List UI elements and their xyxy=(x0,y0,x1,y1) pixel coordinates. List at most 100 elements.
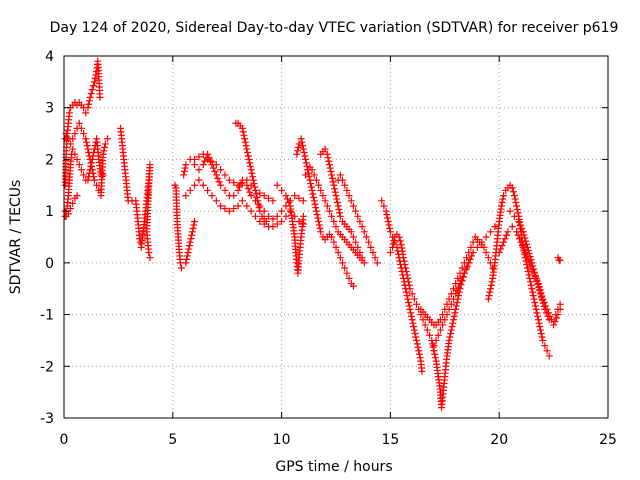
data-point xyxy=(486,288,494,296)
data-point xyxy=(86,93,94,101)
data-point xyxy=(536,323,544,331)
series-trace-q xyxy=(386,230,473,412)
data-point xyxy=(556,305,564,313)
data-point xyxy=(208,158,216,166)
data-point xyxy=(423,326,431,334)
data-point xyxy=(396,237,404,245)
series-trace-e xyxy=(117,124,154,262)
data-point xyxy=(312,204,320,212)
data-point xyxy=(75,161,83,169)
data-point xyxy=(182,192,190,200)
data-point xyxy=(463,254,471,262)
data-point xyxy=(330,238,338,246)
data-point xyxy=(526,274,534,282)
data-point xyxy=(329,178,337,186)
data-point xyxy=(244,152,252,160)
data-point xyxy=(73,192,81,200)
data-point xyxy=(248,169,256,177)
data-point xyxy=(180,167,188,175)
data-point xyxy=(527,256,535,264)
data-point xyxy=(518,242,526,250)
data-point xyxy=(254,197,262,205)
data-point xyxy=(410,323,418,331)
data-point xyxy=(434,331,442,339)
data-point xyxy=(532,305,540,313)
data-point xyxy=(245,155,253,163)
data-point xyxy=(522,237,530,245)
data-point xyxy=(487,281,495,289)
data-point xyxy=(545,352,553,360)
data-point xyxy=(467,243,475,251)
data-point xyxy=(325,157,333,165)
data-point xyxy=(312,207,320,215)
data-point xyxy=(77,166,85,174)
data-point xyxy=(530,268,538,276)
data-point xyxy=(215,178,223,186)
data-point xyxy=(291,192,299,200)
data-point xyxy=(466,255,474,263)
y-tick-label: 4 xyxy=(45,49,54,65)
data-point xyxy=(513,205,521,213)
data-point xyxy=(354,243,362,251)
data-point xyxy=(328,171,336,179)
data-point xyxy=(185,242,193,250)
data-point xyxy=(313,211,321,219)
data-point xyxy=(84,104,92,112)
data-point xyxy=(550,321,558,329)
data-point xyxy=(269,197,277,205)
data-point xyxy=(243,202,251,210)
x-tick-label: 0 xyxy=(60,432,69,448)
data-point xyxy=(315,181,323,189)
data-point xyxy=(85,100,93,108)
series-trace-p xyxy=(378,197,426,375)
data-point xyxy=(517,238,525,246)
data-point xyxy=(339,176,347,184)
data-point xyxy=(243,176,251,184)
data-point xyxy=(402,264,410,272)
data-point xyxy=(186,186,194,194)
data-point xyxy=(500,238,508,246)
data-point xyxy=(249,173,257,181)
data-point xyxy=(530,295,538,303)
data-point xyxy=(482,249,490,257)
data-point xyxy=(432,336,440,344)
data-point xyxy=(485,292,493,300)
data-point xyxy=(182,161,190,169)
data-point xyxy=(67,140,75,148)
data-point xyxy=(415,350,423,358)
data-point xyxy=(535,319,543,327)
data-point xyxy=(528,259,536,267)
data-point xyxy=(328,212,336,220)
data-point xyxy=(551,317,559,325)
grid xyxy=(64,56,608,418)
chart-title: Day 124 of 2020, Sidereal Day-to-day VTE… xyxy=(50,20,619,36)
data-point xyxy=(85,152,93,160)
data-point xyxy=(345,192,353,200)
data-point xyxy=(498,199,506,207)
data-point xyxy=(242,142,250,150)
data-point xyxy=(358,254,366,262)
data-point xyxy=(269,215,277,223)
data-point xyxy=(543,347,551,355)
data-point xyxy=(91,74,99,82)
data-point xyxy=(510,212,518,220)
data-point xyxy=(405,278,413,286)
data-point xyxy=(369,249,377,257)
data-point xyxy=(238,124,246,132)
data-point xyxy=(533,277,541,285)
data-point xyxy=(246,162,254,170)
data-point xyxy=(534,312,542,320)
data-point xyxy=(325,161,333,169)
y-tick-label: -2 xyxy=(40,359,54,375)
data-point xyxy=(554,311,562,319)
data-point xyxy=(412,333,420,341)
data-point xyxy=(88,162,96,170)
data-point xyxy=(436,326,444,334)
data-point xyxy=(508,223,516,231)
data-point xyxy=(185,245,193,253)
data-point xyxy=(486,228,494,236)
data-point xyxy=(537,330,545,338)
data-point xyxy=(199,150,207,158)
data-point xyxy=(523,264,531,272)
